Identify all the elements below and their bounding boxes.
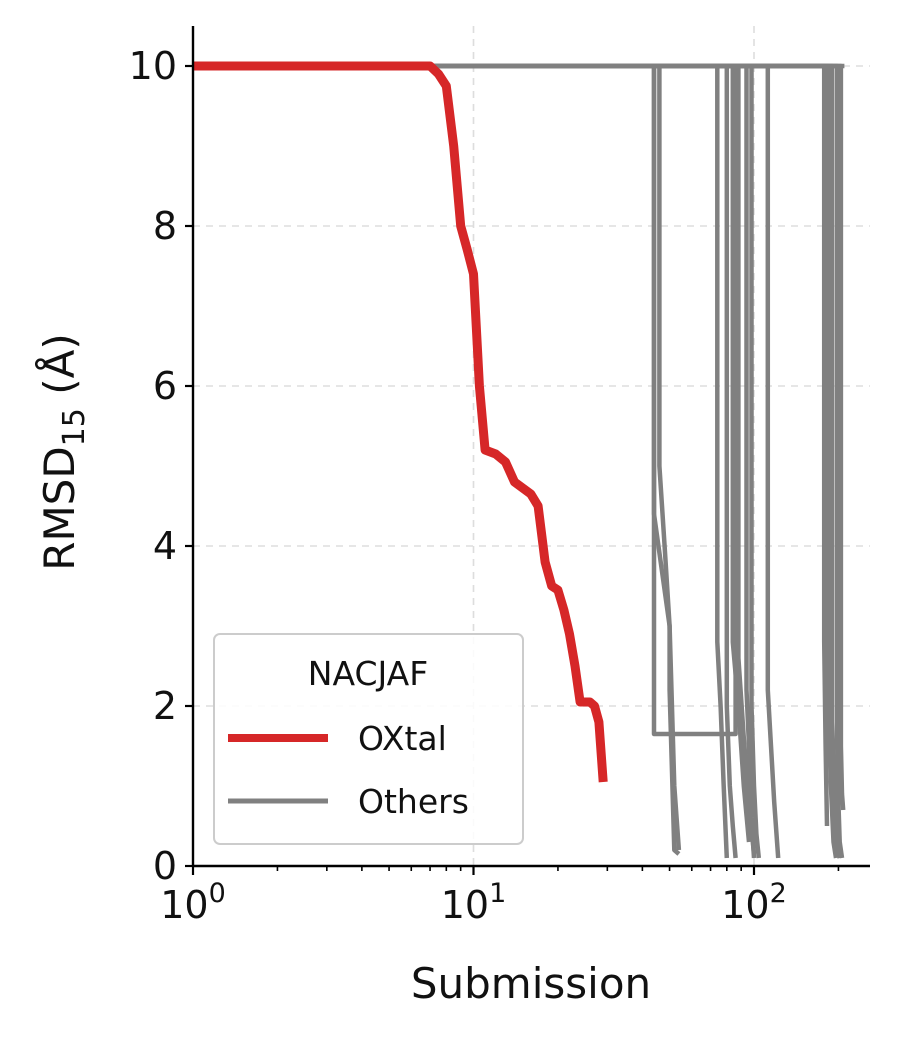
y-axis-label: RMSD15 (Å) bbox=[34, 333, 92, 570]
y-tick-label: 0 bbox=[153, 844, 177, 888]
legend: NACJAF OXtal Others bbox=[213, 633, 524, 845]
y-tick-label: 6 bbox=[153, 364, 177, 408]
legend-label-others: Others bbox=[358, 782, 469, 821]
y-tick-label: 4 bbox=[153, 524, 177, 568]
x-tick-label: 100 bbox=[160, 878, 226, 927]
x-tick-label: 101 bbox=[441, 878, 507, 927]
y-tick-label: 10 bbox=[129, 44, 177, 88]
series-layer bbox=[193, 61, 846, 859]
legend-title: NACJAF bbox=[308, 654, 428, 693]
series-line-oxtal bbox=[193, 61, 608, 783]
y-tick-label: 8 bbox=[153, 204, 177, 248]
legend-box bbox=[213, 633, 524, 845]
x-tick-label: 102 bbox=[721, 878, 787, 927]
legend-label-oxtal: OXtal bbox=[358, 719, 447, 758]
axes: 0 2 4 6 8 10 100 101 102 bbox=[129, 26, 870, 927]
x-axis-label: Submission bbox=[411, 959, 651, 1008]
y-tick-label: 2 bbox=[153, 684, 177, 728]
